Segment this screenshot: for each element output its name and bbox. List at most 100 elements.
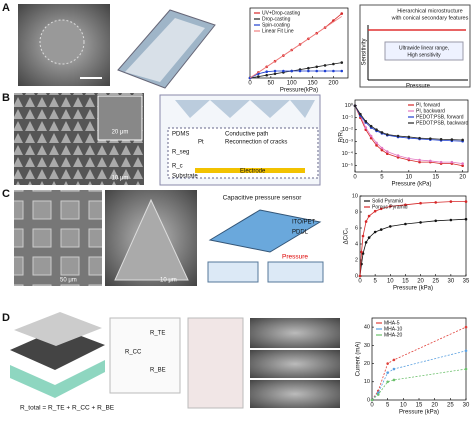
data-point xyxy=(461,164,464,168)
data-point xyxy=(407,157,411,160)
x-tick-label: 0 xyxy=(353,175,357,181)
data-point xyxy=(373,230,377,234)
x-tick-label: 15 xyxy=(416,403,423,409)
data-point xyxy=(323,64,327,67)
x-tick-label: 20 xyxy=(459,175,466,181)
x-tick-label: 10 xyxy=(387,279,394,285)
y-tick-label: 20 xyxy=(364,361,370,367)
data-point xyxy=(380,131,384,134)
schematic-note: High sensitivity xyxy=(407,52,441,58)
data-point xyxy=(375,128,378,132)
equation: R_total = R_TE + R_CC + R_BE xyxy=(20,405,115,412)
series-line xyxy=(249,70,342,79)
x-axis-label: Pressure (kPa) xyxy=(391,182,431,188)
x-tick-label: 25 xyxy=(432,279,439,285)
data-point xyxy=(461,138,464,142)
diagram-label: Pt xyxy=(198,140,204,146)
diagram-label: Substrate xyxy=(172,174,198,180)
x-tick-label: 35 xyxy=(463,279,470,285)
schematic-x-label: Pressure xyxy=(406,84,431,90)
data-point xyxy=(404,222,407,226)
sem-image xyxy=(250,380,340,408)
schematic-note: Ultrawide linear range, xyxy=(399,45,449,51)
data-point xyxy=(450,138,454,141)
data-point xyxy=(461,162,464,165)
data-point xyxy=(375,141,378,145)
data-point xyxy=(307,69,310,73)
schematic-title: with conical secondary features xyxy=(391,15,469,21)
x-tick-label: 30 xyxy=(448,279,455,285)
panel-label: A xyxy=(2,2,10,14)
legend-label: PEDOT:PSB, backward xyxy=(416,120,468,126)
x-tick-label: 100 xyxy=(287,81,298,87)
y-tick-label: 30 xyxy=(364,343,370,349)
resistor-label: R_BE xyxy=(150,368,166,374)
y-tick-label: 2 xyxy=(355,257,358,263)
data-point xyxy=(464,325,468,329)
data-point xyxy=(273,69,277,73)
data-point xyxy=(380,146,384,150)
y-tick-label: 0 xyxy=(355,273,358,279)
data-point xyxy=(265,73,268,77)
y-tick-label: 10⁻¹ xyxy=(342,115,353,121)
series-line xyxy=(371,350,467,401)
data-point xyxy=(364,241,368,244)
data-point xyxy=(257,75,260,78)
pyramid-row xyxy=(165,100,315,118)
data-point xyxy=(392,378,396,382)
data-point xyxy=(464,217,468,221)
data-point xyxy=(404,203,407,207)
x-tick-label: 150 xyxy=(308,81,319,87)
y-tick-label: 4 xyxy=(355,241,358,247)
data-point xyxy=(385,133,389,136)
device-base xyxy=(10,360,105,398)
layer-label: PDDL xyxy=(292,230,309,236)
schematic-y-label: Sensitivity xyxy=(362,38,368,65)
plot-frame xyxy=(249,7,349,79)
data-point xyxy=(392,358,396,362)
diagram-label: R_seg xyxy=(172,150,189,156)
y-axis-label: R/R₀ xyxy=(339,129,345,142)
note-box xyxy=(384,41,464,61)
diagram-label: Reconnection of cracks xyxy=(225,140,287,146)
legend-label: Porous Pyramid xyxy=(372,204,408,210)
legend-label: Spin-coating xyxy=(262,22,290,28)
data-point xyxy=(370,398,374,402)
x-tick-label: 15 xyxy=(402,279,409,285)
sensor-state xyxy=(207,261,259,283)
y-tick-label: 10 xyxy=(364,379,370,385)
legend-label: MHA-10 xyxy=(384,326,403,332)
data-point xyxy=(353,104,357,108)
data-point xyxy=(282,69,285,73)
data-point xyxy=(315,69,319,73)
schematic-title: Hierarchical microstructure xyxy=(397,8,462,14)
series-line xyxy=(354,105,463,167)
device-layer xyxy=(125,18,205,82)
data-point xyxy=(369,134,373,138)
y-tick-label: 10⁰ xyxy=(345,102,354,109)
y-tick-label: 10 xyxy=(352,193,358,199)
x-tick-label: 25 xyxy=(447,403,454,409)
pyramid xyxy=(114,198,189,281)
data-point xyxy=(375,144,378,147)
pressure-label: Pressure xyxy=(282,254,308,261)
data-point xyxy=(367,214,371,218)
data-point xyxy=(418,136,421,140)
data-point xyxy=(340,69,344,73)
data-point xyxy=(439,160,443,164)
y-tick-label: 10⁻³ xyxy=(342,139,353,145)
data-point xyxy=(290,69,294,73)
data-point xyxy=(361,234,365,238)
x-tick-label: 20 xyxy=(417,279,424,285)
data-point xyxy=(385,150,389,153)
data-point xyxy=(450,160,454,164)
data-point xyxy=(429,137,432,140)
electrode xyxy=(195,168,305,173)
x-tick-label: 20 xyxy=(431,403,438,409)
diagram-title: Capacitive pressure sensor xyxy=(223,195,303,202)
legend-label: PEDOT:PSB, forward xyxy=(416,114,464,120)
y-axis-label: Current (mA) xyxy=(356,342,362,377)
x-axis-label: Pressure(kPa) xyxy=(280,88,318,94)
data-point xyxy=(364,120,368,123)
scale-bar-label: 10 μm xyxy=(160,278,177,284)
